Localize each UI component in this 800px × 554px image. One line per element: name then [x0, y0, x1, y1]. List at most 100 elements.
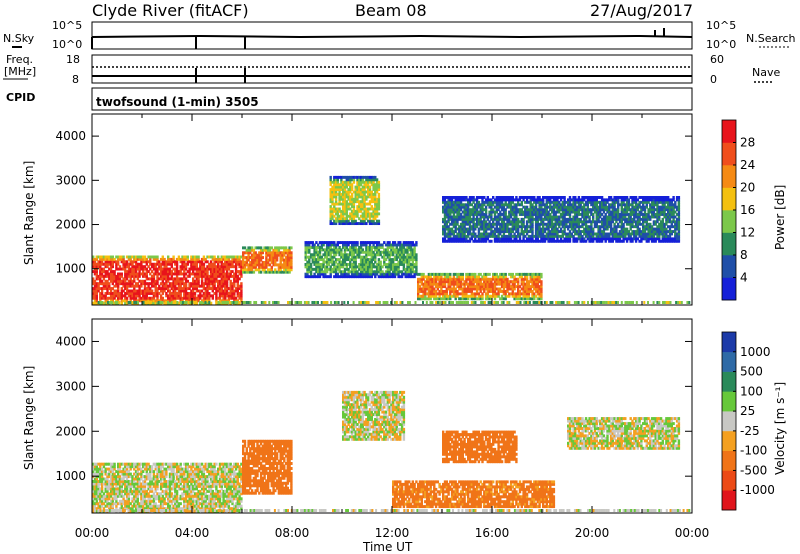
power-cell [479, 237, 482, 241]
power-cell [477, 213, 481, 216]
power-cell [274, 268, 277, 272]
power-cell [467, 222, 470, 226]
power-cell [377, 265, 381, 269]
power-cell [427, 285, 431, 289]
power-cell [145, 277, 148, 281]
power-cell [502, 275, 506, 279]
power-cell [174, 270, 177, 274]
power-cell [499, 277, 502, 281]
power-cell [106, 265, 109, 269]
power-cell [513, 297, 516, 301]
power-cell [234, 279, 238, 283]
power-cell [168, 262, 172, 266]
power-cell [411, 250, 414, 254]
power-cell [329, 195, 332, 199]
power-cell [172, 282, 175, 286]
power-cell [329, 275, 332, 279]
power-cell [358, 175, 361, 179]
power-cell [240, 272, 243, 276]
power-cell [575, 198, 579, 202]
power-cell [495, 220, 498, 224]
power-cell [204, 294, 207, 298]
power-cell [577, 213, 581, 216]
power-cell [577, 205, 581, 209]
power-cell [199, 284, 202, 288]
power-cell [333, 180, 336, 184]
power-cell [345, 180, 348, 184]
power-cell [117, 267, 120, 271]
power-cell [224, 277, 227, 281]
power-cell [611, 203, 614, 207]
power-cell [186, 287, 189, 291]
power-cell [447, 280, 450, 284]
power-cell [270, 265, 273, 269]
power-cell [350, 255, 354, 259]
power-cell [352, 272, 356, 276]
power-cell [224, 292, 227, 295]
power-cell [602, 222, 606, 226]
power-cell [470, 234, 473, 238]
power-cell [325, 260, 329, 264]
power-cell [161, 284, 164, 288]
power-cell [359, 258, 363, 262]
power-cell [358, 253, 361, 257]
power-cell [442, 205, 445, 209]
power-cell [184, 265, 188, 269]
power-cell [375, 212, 379, 216]
power-cell [236, 299, 239, 303]
power-cell [217, 296, 220, 300]
power-cell [209, 270, 213, 274]
power-cell [374, 258, 377, 262]
power-cell [370, 195, 373, 199]
power-cell [338, 253, 341, 257]
power-cell [506, 198, 509, 202]
power-cell [529, 208, 532, 212]
power-cell [486, 290, 489, 293]
power-cell [468, 287, 472, 291]
power-cell [517, 225, 520, 229]
power-cell [458, 277, 461, 281]
power-cell [168, 284, 172, 288]
power-cell [288, 258, 291, 262]
power-cell [347, 222, 350, 226]
power-cell [490, 234, 493, 238]
power-cell [508, 234, 511, 238]
power-cell [534, 234, 538, 238]
power-cell [522, 294, 525, 298]
power-cell [309, 253, 313, 257]
power-cell [552, 237, 556, 241]
power-cell [520, 239, 523, 243]
power-cell [318, 248, 322, 252]
power-cell [234, 262, 238, 266]
power-cell [529, 277, 532, 281]
power-cell [317, 250, 320, 254]
power-cell [363, 250, 366, 254]
power-cell [609, 220, 613, 224]
power-cell [152, 292, 156, 295]
power-cell [161, 272, 164, 276]
power-cell [502, 213, 506, 216]
power-cell [454, 234, 457, 238]
power-cell [568, 203, 572, 207]
power-cell [304, 272, 307, 276]
power-cell [167, 260, 170, 264]
power-cell [558, 222, 561, 226]
power-cell [606, 215, 609, 219]
power-cell [188, 260, 191, 264]
power-cell [608, 222, 611, 226]
power-cell [329, 192, 332, 196]
power-cell [500, 237, 504, 241]
power-cell [229, 265, 232, 269]
power-cell [365, 272, 368, 276]
power-cell [250, 256, 254, 260]
power-cell [565, 222, 568, 226]
power-cell [192, 282, 195, 286]
power-cell [536, 210, 539, 214]
power-cell [99, 282, 102, 286]
power-cell [374, 248, 377, 252]
power-cell [370, 183, 373, 187]
power-cell [333, 178, 336, 182]
power-cell [488, 272, 491, 276]
power-cell [581, 225, 584, 229]
power-cell [192, 255, 195, 259]
